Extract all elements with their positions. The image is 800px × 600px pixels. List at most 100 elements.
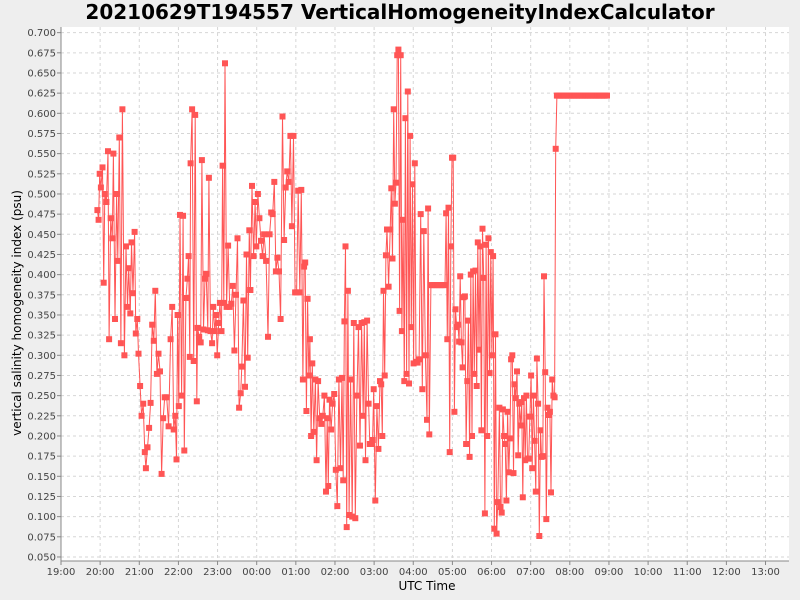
data-point bbox=[328, 426, 335, 433]
data-point bbox=[109, 235, 116, 242]
data-point bbox=[471, 370, 478, 377]
y-tick-label: 0.475 bbox=[27, 210, 56, 221]
data-point bbox=[242, 383, 248, 390]
data-point bbox=[106, 336, 113, 343]
data-point bbox=[469, 433, 475, 439]
y-tick-label: 0.500 bbox=[27, 189, 56, 200]
data-point bbox=[174, 312, 181, 318]
y-tick-label: 0.225 bbox=[27, 411, 56, 422]
data-point bbox=[197, 339, 204, 346]
data-point bbox=[523, 392, 530, 399]
data-point bbox=[447, 243, 454, 250]
data-point bbox=[99, 164, 106, 171]
data-point bbox=[515, 452, 522, 459]
data-point bbox=[169, 303, 176, 310]
data-point bbox=[486, 370, 493, 377]
data-point bbox=[134, 316, 141, 322]
data-point bbox=[229, 282, 236, 289]
data-point bbox=[488, 352, 495, 359]
data-point bbox=[346, 512, 353, 518]
data-point bbox=[107, 215, 114, 222]
data-point bbox=[514, 368, 520, 375]
data-point bbox=[146, 424, 153, 431]
x-tick-label: 13:00 bbox=[751, 567, 780, 578]
data-point bbox=[228, 300, 235, 307]
data-point bbox=[543, 516, 550, 523]
data-point bbox=[458, 339, 465, 346]
data-point bbox=[240, 297, 247, 304]
data-point bbox=[282, 184, 289, 191]
y-tick-label: 0.350 bbox=[27, 310, 56, 321]
data-point bbox=[544, 404, 551, 411]
data-point bbox=[335, 376, 342, 383]
data-point bbox=[226, 303, 233, 310]
data-point bbox=[539, 453, 546, 460]
data-point bbox=[237, 390, 244, 397]
data-point bbox=[414, 359, 421, 366]
data-point bbox=[96, 170, 103, 177]
data-point bbox=[130, 290, 136, 297]
data-point bbox=[238, 363, 245, 370]
data-point bbox=[497, 504, 504, 510]
data-point bbox=[158, 470, 165, 477]
y-tick-label: 0.250 bbox=[27, 391, 56, 402]
data-point bbox=[393, 179, 399, 186]
data-point bbox=[165, 423, 172, 430]
data-point bbox=[530, 392, 537, 399]
data-point bbox=[344, 287, 351, 294]
data-point bbox=[211, 328, 218, 335]
data-point bbox=[194, 324, 201, 331]
data-point bbox=[417, 211, 424, 218]
data-point bbox=[402, 115, 409, 122]
data-point bbox=[287, 132, 294, 139]
data-point bbox=[442, 282, 448, 289]
x-tick-labels: 19:00 20:00 21:00 22:00 23:00 00:00 01:00 02:00… bbox=[47, 567, 780, 578]
data-point bbox=[473, 383, 480, 389]
data-point bbox=[124, 303, 131, 310]
y-tick-label: 0.450 bbox=[27, 230, 56, 241]
data-point bbox=[541, 273, 547, 280]
data-point bbox=[170, 426, 177, 433]
data-point bbox=[175, 403, 182, 410]
y-tick-label: 0.625 bbox=[27, 89, 56, 100]
data-point bbox=[406, 380, 412, 387]
data-point bbox=[409, 181, 416, 188]
data-point bbox=[186, 353, 193, 360]
data-point bbox=[326, 396, 333, 403]
y-tick-label: 0.600 bbox=[27, 109, 56, 120]
data-point bbox=[452, 306, 459, 313]
y-tick-label: 0.700 bbox=[27, 28, 56, 39]
x-tick-label: 03:00 bbox=[360, 567, 389, 578]
data-point bbox=[119, 106, 126, 113]
data-point bbox=[141, 449, 148, 456]
data-point bbox=[256, 215, 263, 222]
data-point bbox=[173, 456, 180, 463]
data-point bbox=[258, 237, 264, 244]
data-point bbox=[332, 466, 339, 473]
data-point bbox=[379, 433, 386, 439]
data-point bbox=[477, 243, 484, 250]
data-point bbox=[463, 441, 470, 447]
y-tick-label: 0.200 bbox=[27, 431, 56, 442]
data-point bbox=[377, 378, 383, 385]
data-point bbox=[503, 497, 510, 504]
data-point bbox=[247, 287, 254, 293]
data-point bbox=[243, 251, 250, 258]
data-point bbox=[177, 211, 183, 218]
data-point bbox=[465, 317, 472, 324]
data-point bbox=[150, 337, 157, 344]
data-point bbox=[209, 340, 216, 347]
y-tick-label: 0.125 bbox=[27, 492, 56, 503]
data-point bbox=[388, 185, 395, 192]
data-point bbox=[182, 295, 189, 301]
data-point bbox=[324, 415, 331, 422]
data-point bbox=[310, 428, 317, 435]
data-point bbox=[180, 212, 187, 219]
data-point bbox=[519, 494, 526, 501]
data-point bbox=[331, 391, 338, 397]
data-point bbox=[234, 235, 241, 242]
x-tick-label: 06:00 bbox=[477, 567, 506, 578]
data-point bbox=[244, 354, 251, 361]
data-point bbox=[301, 263, 308, 270]
data-point bbox=[496, 404, 503, 411]
